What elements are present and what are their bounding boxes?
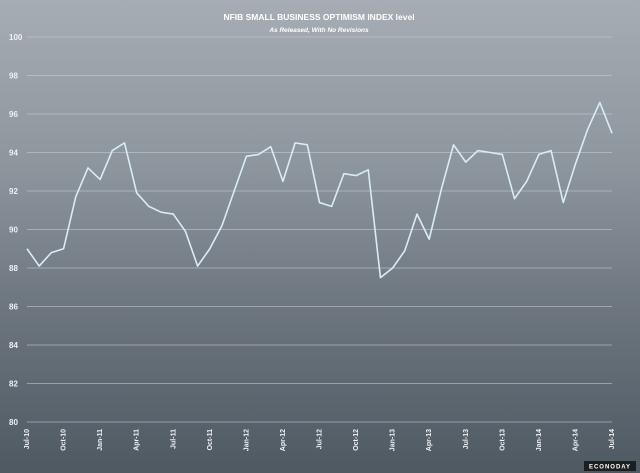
y-axis: 80 82 84 86 88 90 92 94 96 98 100	[9, 33, 23, 427]
data-point	[525, 180, 527, 182]
x-tick-label: Oct-11	[207, 429, 214, 451]
data-point	[489, 151, 491, 153]
x-tick-label: Jan-13	[390, 429, 397, 451]
data-point	[196, 265, 198, 267]
data-point	[245, 155, 247, 157]
x-tick-label: Jul-12	[317, 429, 324, 449]
data-point	[135, 192, 137, 194]
data-point	[562, 201, 564, 203]
x-tick-label: Oct-12	[353, 429, 360, 451]
data-point	[282, 180, 284, 182]
data-point	[367, 169, 369, 171]
data-point	[379, 276, 381, 278]
data-point	[221, 224, 223, 226]
series-layer	[26, 101, 613, 279]
data-point	[611, 132, 613, 134]
x-tick-label: Apr-13	[426, 429, 433, 451]
data-point	[586, 128, 588, 130]
x-tick-label: Apr-14	[572, 429, 579, 451]
x-tick-label: Jan-12	[243, 429, 250, 451]
data-point	[123, 142, 125, 144]
data-point	[440, 188, 442, 190]
y-tick-label: 98	[9, 72, 18, 81]
watermark-box	[584, 461, 636, 471]
y-tick-label: 90	[9, 226, 18, 235]
data-point	[233, 190, 235, 192]
y-tick-label: 94	[9, 149, 18, 158]
data-point	[87, 167, 89, 169]
data-point	[172, 213, 174, 215]
data-point	[391, 267, 393, 269]
data-point	[599, 101, 601, 103]
data-point	[318, 201, 320, 203]
data-point	[270, 146, 272, 148]
data-point	[99, 178, 101, 180]
data-point	[111, 149, 113, 151]
grid-lines	[27, 36, 612, 423]
data-point	[38, 265, 40, 267]
data-point	[257, 153, 259, 155]
data-point	[465, 161, 467, 163]
data-point	[416, 213, 418, 215]
x-tick-label: Jul-14	[609, 429, 616, 449]
y-tick-label: 80	[9, 418, 18, 427]
y-tick-label: 92	[9, 187, 18, 196]
series-line	[26, 101, 613, 279]
x-tick-label: Apr-11	[134, 429, 141, 451]
x-tick-label: Jul-13	[463, 429, 470, 449]
chart-subtitle: As Released, With No Revisions	[268, 27, 369, 34]
data-point	[477, 149, 479, 151]
data-point	[148, 205, 150, 207]
x-tick-label: Jan-11	[97, 429, 104, 451]
data-point	[343, 172, 345, 174]
data-point	[538, 153, 540, 155]
x-tick-label: Oct-10	[61, 429, 68, 451]
y-tick-label: 100	[9, 33, 23, 42]
y-tick-label: 82	[9, 380, 18, 389]
data-point	[62, 248, 64, 250]
data-point	[209, 248, 211, 250]
x-tick-label: Apr-12	[280, 429, 287, 451]
data-point	[404, 249, 406, 251]
data-point	[294, 142, 296, 144]
x-tick-label: Jul-10	[24, 429, 31, 449]
data-point	[501, 153, 503, 155]
data-point	[184, 230, 186, 232]
x-tick-label: Jan-14	[536, 429, 543, 451]
y-tick-label: 84	[9, 341, 18, 350]
data-point	[355, 174, 357, 176]
x-tick-label: Jul-11	[170, 429, 177, 449]
data-point	[75, 196, 77, 198]
data-point	[306, 144, 308, 146]
chart-title: NFIB SMALL BUSINESS OPTIMISM INDEX level	[223, 12, 414, 22]
y-tick-label: 86	[9, 303, 18, 312]
watermark: ECONODAY	[589, 465, 631, 471]
data-point	[50, 251, 52, 253]
data-point	[452, 144, 454, 146]
x-axis: Jul-10 Oct-10 Jan-11 Apr-11 Jul-11 Oct-11 Jan-…	[24, 429, 616, 451]
y-tick-label: 96	[9, 110, 18, 119]
data-point	[26, 248, 28, 250]
data-point	[330, 205, 332, 207]
data-point	[550, 149, 552, 151]
data-point	[574, 163, 576, 165]
y-tick-label: 88	[9, 264, 18, 273]
data-point	[513, 198, 515, 200]
data-point	[428, 238, 430, 240]
x-tick-label: Oct-13	[499, 429, 506, 451]
data-point	[160, 211, 162, 213]
